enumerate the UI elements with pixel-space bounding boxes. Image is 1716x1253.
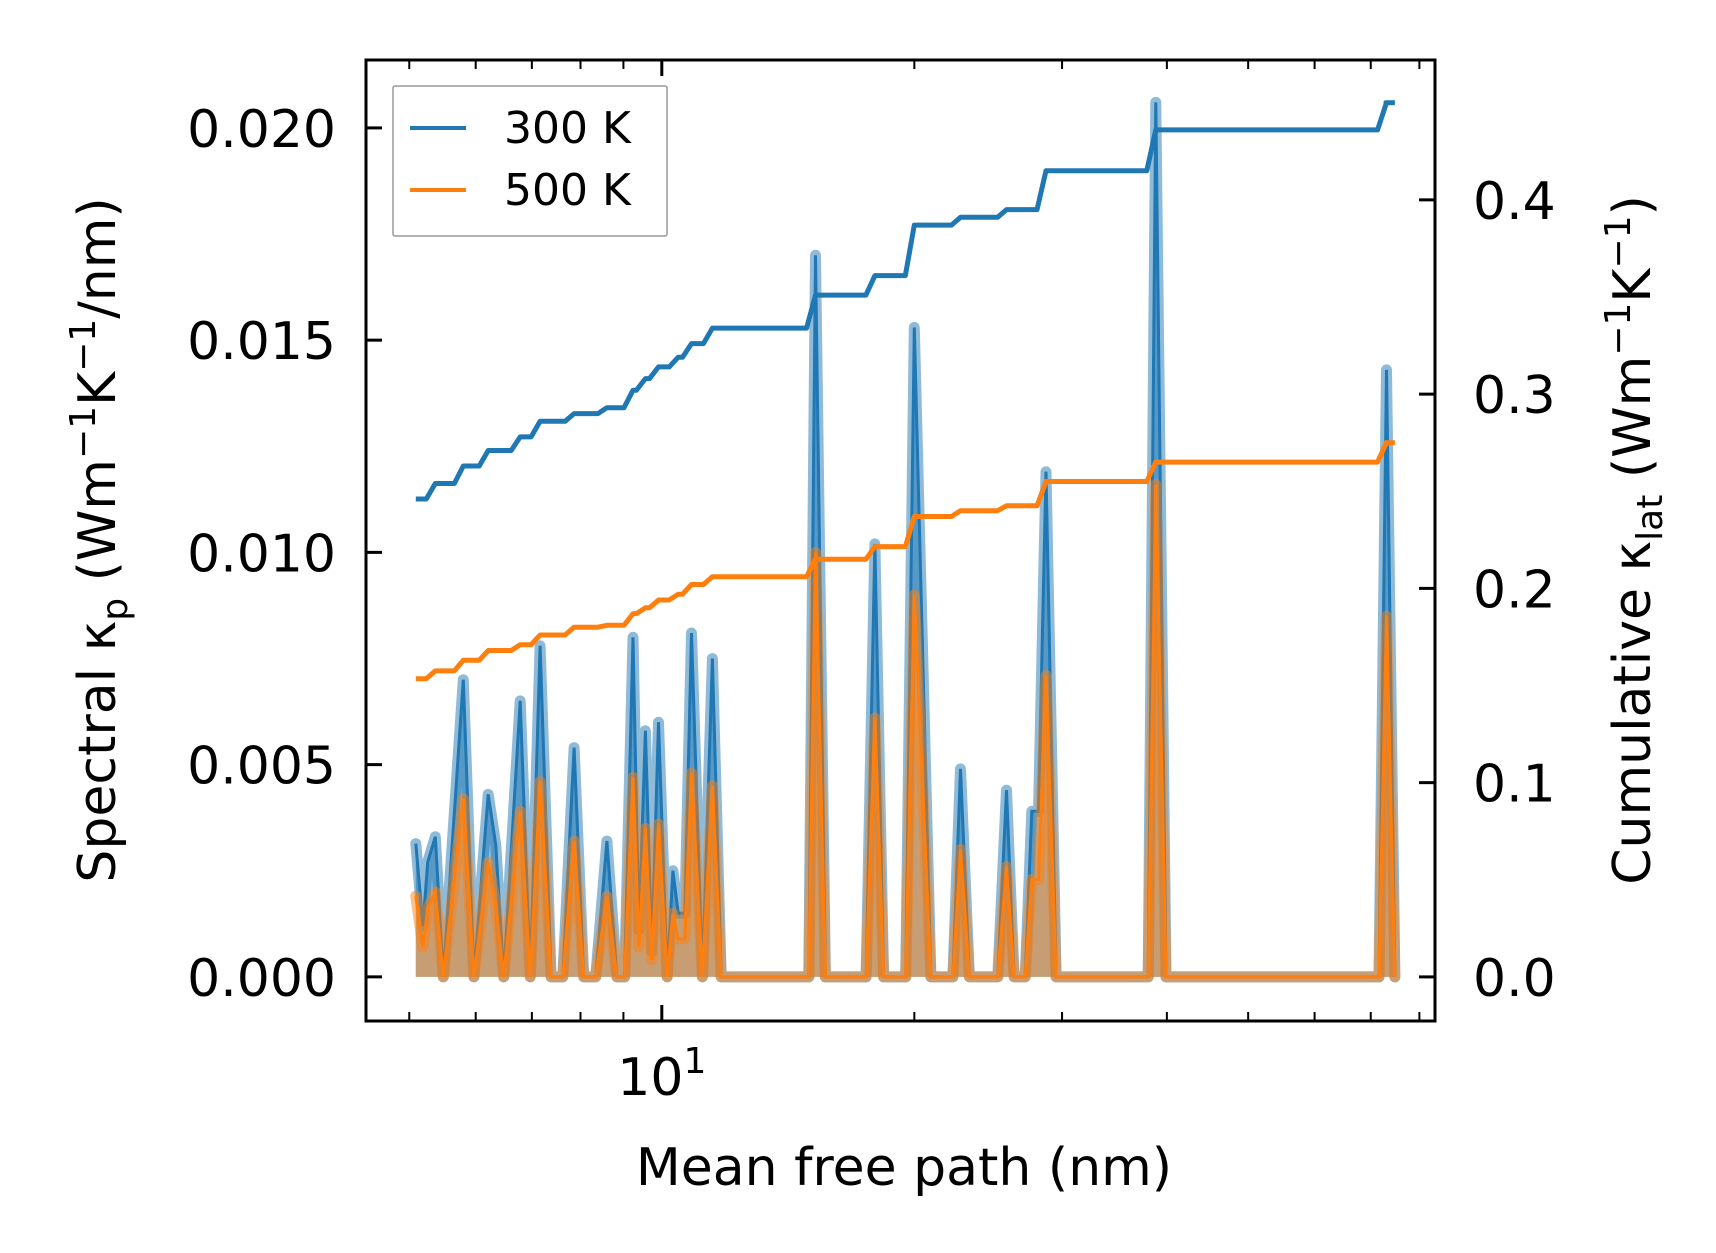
spectral-line-500k: [414, 484, 1397, 979]
right-y-tick-label: 0.0: [1473, 949, 1556, 1009]
right-y-tick-label: 0.3: [1473, 366, 1556, 426]
x-tick-label-exponent: 1: [683, 1041, 706, 1082]
x-axis-label: Mean free path (nm): [636, 1138, 1172, 1198]
left-y-tick-label: 0.020: [187, 100, 336, 160]
axes-frame: [364, 58, 1437, 1023]
right-y-axis-label: Cumulative κlat (Wm−1K−1): [1598, 195, 1671, 885]
x-tick-label-base: 10: [617, 1048, 683, 1108]
left-y-tick-label: 0.005: [187, 737, 336, 797]
right-y-tick-label: 0.1: [1473, 755, 1556, 815]
left-y-tick-label: 0.000: [187, 949, 336, 1009]
left-y-tick-label: 0.015: [187, 312, 336, 372]
legend-frame: [392, 85, 668, 237]
plot-area: [410, 96, 1401, 983]
left-y-axis-label: Spectral κp (Wm−1K−1/nm): [63, 197, 136, 882]
legend-label-500k: 500 K: [504, 165, 632, 216]
legend-label-300k: 300 K: [504, 103, 632, 154]
left-y-tick-label: 0.010: [187, 524, 336, 584]
right-y-tick-label: 0.2: [1473, 560, 1556, 620]
axes: 0.000 0.005 0.010 0.015 0.020 0.0 0.1 0.2 0.3 0.4…: [187, 58, 1556, 1108]
cumulative-line-500k: [415, 440, 1395, 682]
cumulative-line-300k: [415, 100, 1395, 502]
x-tick-label: 101: [617, 1041, 706, 1108]
right-y-tick-label: 0.4: [1473, 172, 1556, 232]
legend: 300 K 500 K: [392, 85, 668, 237]
